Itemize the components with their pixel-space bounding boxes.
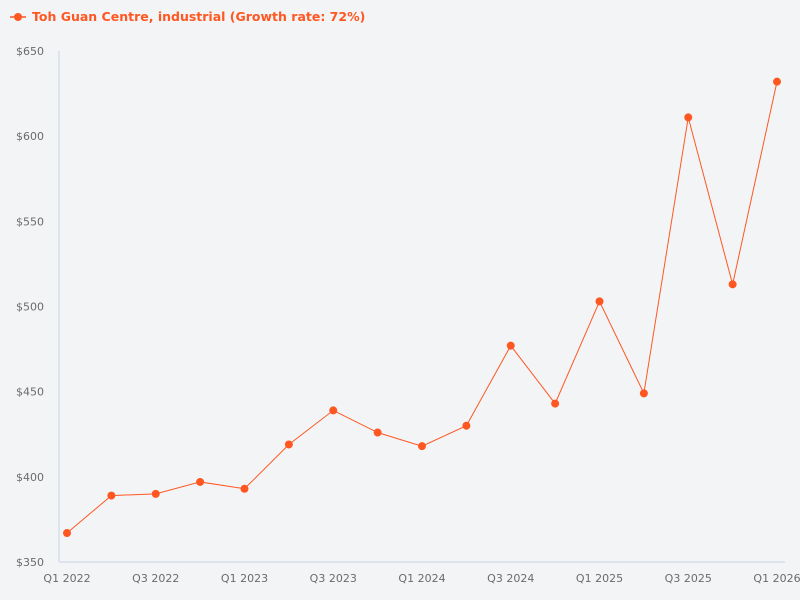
data-point[interactable] bbox=[107, 491, 116, 500]
y-tick-label: $450 bbox=[16, 386, 44, 399]
x-tick-label: Q1 2024 bbox=[398, 572, 445, 585]
data-point[interactable] bbox=[373, 428, 382, 437]
data-point[interactable] bbox=[728, 280, 737, 289]
x-tick-label: Q3 2023 bbox=[310, 572, 357, 585]
plot-area bbox=[63, 77, 781, 538]
line-marker-icon bbox=[10, 12, 26, 21]
data-point[interactable] bbox=[196, 477, 205, 486]
data-point[interactable] bbox=[506, 341, 515, 350]
data-point[interactable] bbox=[151, 489, 160, 498]
data-point[interactable] bbox=[63, 529, 71, 538]
data-point[interactable] bbox=[418, 442, 426, 451]
x-tick-label: Q1 2026 bbox=[753, 572, 800, 585]
series-line bbox=[66, 81, 778, 534]
y-tick-label: $400 bbox=[16, 471, 44, 484]
x-axis: Q1 2022 Q3 2022 Q1 2023 Q3 2023 Q1 2024 Q3 20… bbox=[43, 561, 800, 585]
data-point[interactable] bbox=[773, 77, 781, 86]
y-tick-label: $500 bbox=[16, 301, 44, 314]
data-point[interactable] bbox=[684, 113, 693, 122]
data-point[interactable] bbox=[639, 389, 648, 398]
x-tick-label: Q3 2025 bbox=[665, 572, 712, 585]
data-point[interactable] bbox=[284, 440, 293, 449]
x-tick-label: Q1 2022 bbox=[43, 572, 90, 585]
x-tick-label: Q3 2022 bbox=[132, 572, 179, 585]
x-tick-label: Q1 2025 bbox=[576, 572, 623, 585]
data-point[interactable] bbox=[595, 297, 604, 306]
y-axis: $350 $400 $450 $500 $550 $600 $650 bbox=[16, 45, 60, 569]
x-tick-label: Q3 2024 bbox=[487, 572, 534, 585]
x-tick-label: Q1 2023 bbox=[221, 572, 268, 585]
data-point[interactable] bbox=[240, 484, 249, 493]
data-point[interactable] bbox=[329, 406, 338, 415]
data-point[interactable] bbox=[551, 399, 560, 408]
data-point[interactable] bbox=[462, 421, 471, 430]
legend-label: Toh Guan Centre, industrial (Growth rate… bbox=[32, 9, 366, 24]
chart-legend[interactable]: Toh Guan Centre, industrial (Growth rate… bbox=[10, 9, 365, 24]
y-tick-label: $550 bbox=[16, 215, 44, 228]
y-tick-label: $650 bbox=[16, 45, 44, 58]
y-tick-label: $350 bbox=[16, 556, 44, 569]
y-tick-label: $600 bbox=[16, 130, 44, 143]
